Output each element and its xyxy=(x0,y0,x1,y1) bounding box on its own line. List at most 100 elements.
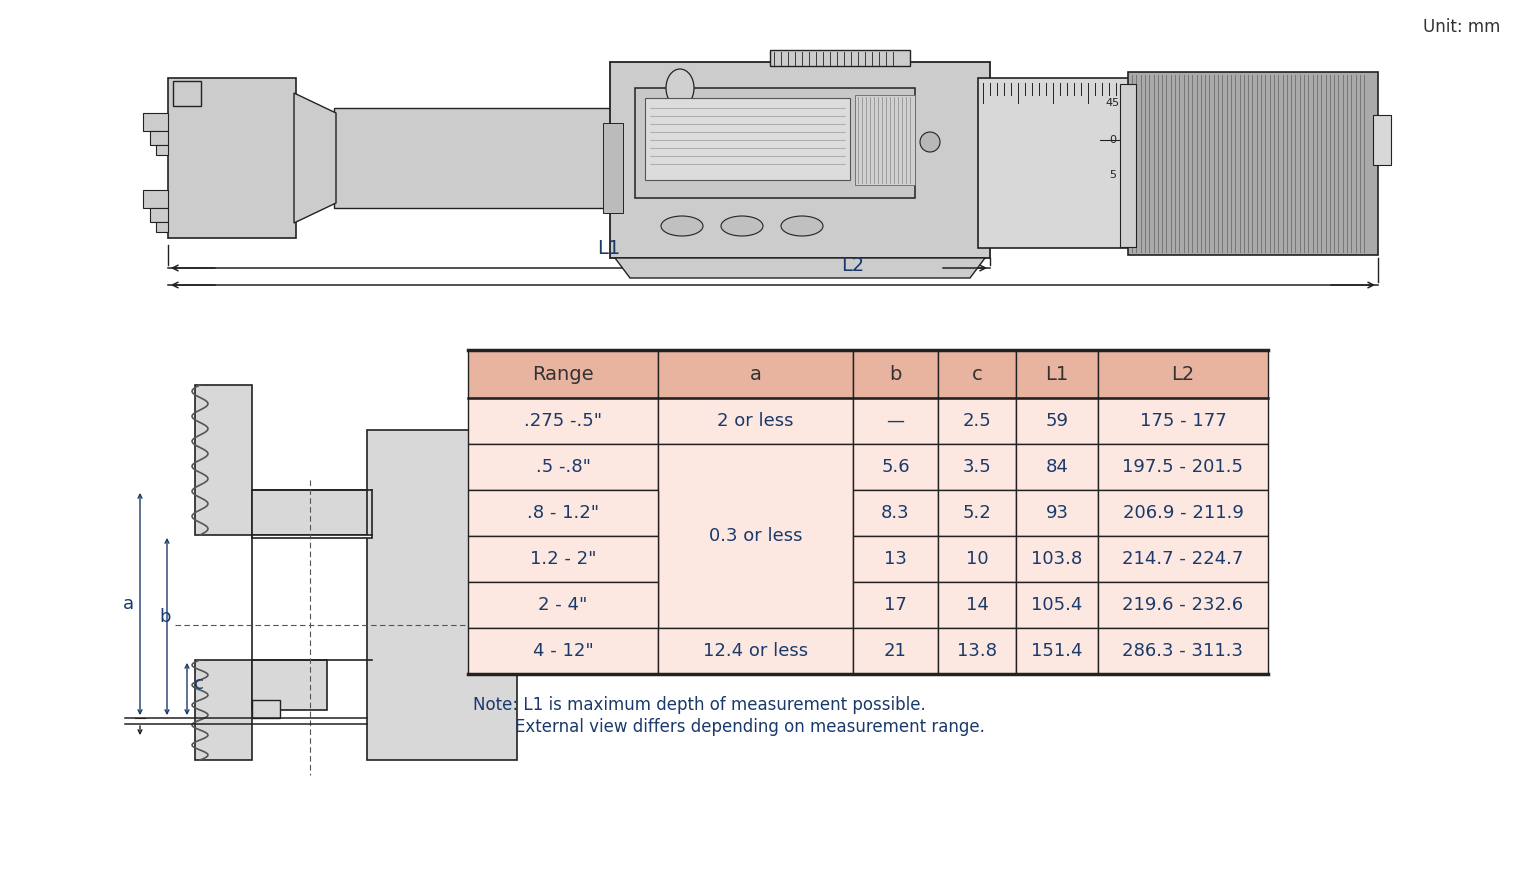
Bar xyxy=(1098,536,1267,582)
Bar xyxy=(1372,115,1391,165)
Text: 214.7 - 224.7: 214.7 - 224.7 xyxy=(1122,550,1244,568)
Text: 14: 14 xyxy=(965,596,988,614)
Bar xyxy=(1119,84,1136,247)
Text: 45: 45 xyxy=(1106,98,1119,108)
Bar xyxy=(770,50,910,66)
Text: L1: L1 xyxy=(598,239,621,258)
Bar xyxy=(657,444,852,628)
Bar xyxy=(143,113,168,131)
Text: 105.4: 105.4 xyxy=(1031,596,1083,614)
Bar xyxy=(938,350,1016,398)
Bar xyxy=(938,490,1016,536)
Text: 17: 17 xyxy=(884,596,907,614)
Text: Unit: mm: Unit: mm xyxy=(1423,18,1501,36)
Bar xyxy=(978,78,1135,248)
Bar xyxy=(657,628,852,674)
Text: .8 - 1.2": .8 - 1.2" xyxy=(528,504,599,522)
Text: 2 or less: 2 or less xyxy=(717,412,793,430)
Bar xyxy=(645,98,849,180)
Text: .5 -.8": .5 -.8" xyxy=(535,458,590,476)
Text: 8.3: 8.3 xyxy=(881,504,910,522)
Bar xyxy=(610,62,990,258)
Bar xyxy=(1016,536,1098,582)
Bar xyxy=(468,490,657,536)
Text: 59: 59 xyxy=(1046,412,1069,430)
Text: 13.8: 13.8 xyxy=(958,642,997,660)
Text: a: a xyxy=(750,364,761,384)
Bar xyxy=(1098,444,1267,490)
Bar xyxy=(168,78,296,238)
Bar xyxy=(1016,582,1098,628)
Bar xyxy=(195,660,252,760)
Text: 3.5: 3.5 xyxy=(962,458,991,476)
Text: 103.8: 103.8 xyxy=(1031,550,1083,568)
Bar xyxy=(938,444,1016,490)
Bar xyxy=(334,108,615,208)
Bar xyxy=(468,582,657,628)
Text: b: b xyxy=(889,364,901,384)
Bar xyxy=(143,190,168,208)
Text: 84: 84 xyxy=(1046,458,1069,476)
Bar xyxy=(938,398,1016,444)
Text: 5.6: 5.6 xyxy=(881,458,910,476)
Bar xyxy=(252,490,372,535)
Text: c: c xyxy=(971,364,982,384)
Bar xyxy=(1098,350,1267,398)
Bar xyxy=(468,444,657,490)
Ellipse shape xyxy=(781,216,824,236)
Bar xyxy=(852,398,938,444)
Text: —: — xyxy=(886,412,904,430)
Bar xyxy=(1016,398,1098,444)
Bar xyxy=(1098,582,1267,628)
Text: L1: L1 xyxy=(1045,364,1069,384)
Bar xyxy=(468,350,657,398)
Bar xyxy=(938,536,1016,582)
Text: 0.3 or less: 0.3 or less xyxy=(709,527,802,545)
Bar xyxy=(149,208,168,222)
Text: 5: 5 xyxy=(1110,170,1116,180)
Bar xyxy=(172,81,201,106)
Bar xyxy=(468,536,657,582)
Text: 286.3 - 311.3: 286.3 - 311.3 xyxy=(1122,642,1243,660)
Bar xyxy=(1128,72,1379,255)
Text: 206.9 - 211.9: 206.9 - 211.9 xyxy=(1122,504,1243,522)
Text: 1.2 - 2": 1.2 - 2" xyxy=(529,550,596,568)
Bar xyxy=(852,350,938,398)
Bar xyxy=(856,95,915,185)
Bar xyxy=(149,131,168,145)
Text: Note: L1 is maximum depth of measurement possible.: Note: L1 is maximum depth of measurement… xyxy=(473,696,926,714)
Bar xyxy=(852,536,938,582)
Text: b: b xyxy=(159,608,171,625)
Text: 12.4 or less: 12.4 or less xyxy=(703,642,808,660)
Text: 219.6 - 232.6: 219.6 - 232.6 xyxy=(1122,596,1243,614)
Ellipse shape xyxy=(721,216,762,236)
Text: 0: 0 xyxy=(1110,135,1116,145)
Text: 197.5 - 201.5: 197.5 - 201.5 xyxy=(1122,458,1243,476)
Bar xyxy=(852,490,938,536)
Text: 4 - 12": 4 - 12" xyxy=(532,642,593,660)
Bar xyxy=(195,385,252,535)
Text: 151.4: 151.4 xyxy=(1031,642,1083,660)
Bar xyxy=(1098,398,1267,444)
Ellipse shape xyxy=(660,216,703,236)
Bar xyxy=(938,628,1016,674)
Bar xyxy=(1098,628,1267,674)
Ellipse shape xyxy=(666,69,694,107)
Text: c: c xyxy=(194,675,204,693)
Bar xyxy=(852,628,938,674)
Bar xyxy=(938,582,1016,628)
Text: Range: Range xyxy=(532,364,593,384)
Text: 10: 10 xyxy=(965,550,988,568)
Bar xyxy=(368,430,517,760)
Bar xyxy=(634,88,915,198)
Bar xyxy=(602,123,624,213)
Text: a: a xyxy=(122,595,134,613)
Bar xyxy=(252,700,281,718)
Bar xyxy=(657,398,852,444)
Bar xyxy=(852,444,938,490)
Bar xyxy=(1016,490,1098,536)
Text: 93: 93 xyxy=(1046,504,1069,522)
Bar xyxy=(1016,628,1098,674)
Bar xyxy=(852,582,938,628)
Bar xyxy=(657,350,852,398)
